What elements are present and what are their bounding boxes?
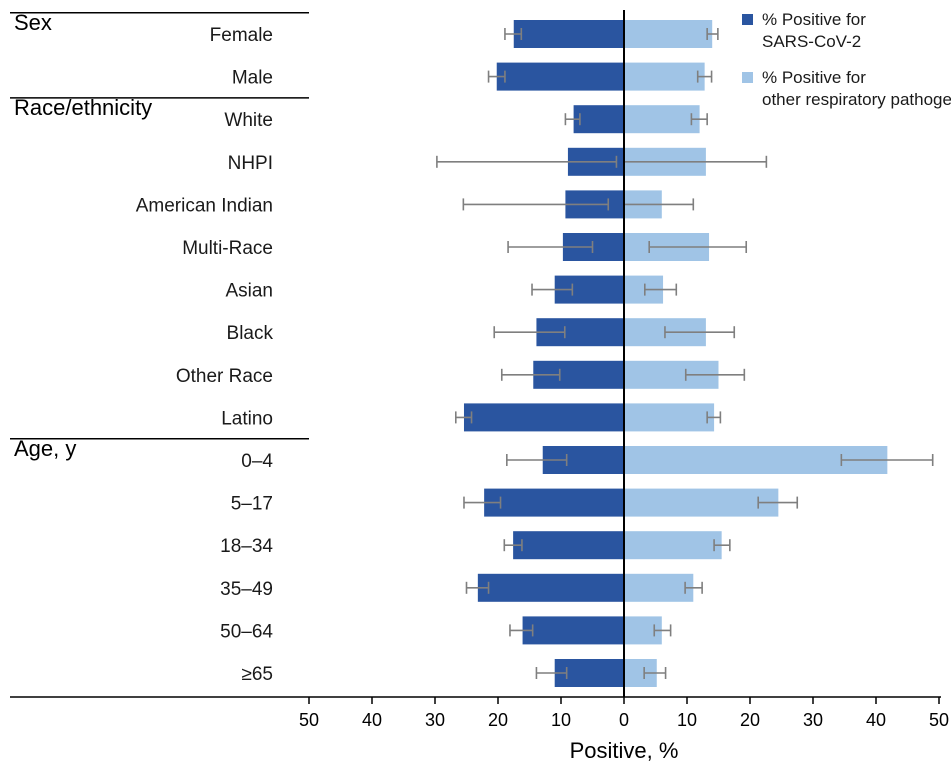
group-label-0: Sex [14,10,52,35]
x-axis-title: Positive, % [570,738,679,762]
error-bar-s0-6 [531,283,574,296]
x-tick-label-4: 10 [551,710,571,730]
x-tick-label-2: 30 [425,710,445,730]
error-bar-s1-2 [690,113,708,126]
legend: % Positive for SARS-CoV-2 % Positive for ot… [742,10,951,109]
error-bar-s0-4 [462,198,610,211]
category-label-15: ≥65 [241,664,273,685]
category-label-9: Latino [221,408,273,429]
category-label-7: Black [227,323,274,344]
error-bar-s0-5 [507,241,594,253]
legend-swatch-0 [742,14,753,25]
category-label-0: Female [210,25,273,46]
category-label-14: 50–64 [220,621,273,642]
error-bar-s0-15 [535,667,568,679]
x-tick-label-5: 0 [619,710,629,730]
bar-s1-13 [624,573,694,602]
group-label-1: Race/ethnicity [14,95,152,120]
category-label-1: Male [232,68,273,89]
error-bar-s1-5 [648,241,748,253]
error-bar-s0-9 [454,411,473,424]
error-bar-s0-7 [493,326,566,339]
group-label-2: Age, y [14,436,76,461]
category-label-4: American Indian [136,195,273,216]
legend-label-0: % Positive for SARS-CoV-2 [762,10,866,51]
error-bar-s1-9 [706,411,722,424]
error-bar-s0-13 [465,581,490,594]
bar-s1-9 [624,403,715,432]
bar-s0-11 [484,488,624,517]
category-label-11: 5–17 [231,494,273,515]
category-label-13: 35–49 [220,579,273,600]
x-tick-label-8: 30 [803,710,823,730]
bar-s1-11 [624,488,779,517]
bar-s0-12 [513,531,624,560]
category-labels: Female Male White NHPI American Indian Multi-… [136,25,274,685]
error-bar-s1-12 [713,539,731,552]
bar-s0-1 [496,62,624,91]
error-bar-s1-8 [684,368,746,381]
x-tick-label-10: 50 [929,710,949,730]
bar-s1-12 [624,531,722,560]
group-labels: Sex Race/ethnicity Age, y [14,10,152,461]
bar-s0-0 [513,20,624,48]
bar-s0-13 [477,573,624,602]
x-tick-label-9: 40 [866,710,886,730]
group-separators [10,11,309,440]
error-bar-s1-15 [643,667,667,679]
error-bar-s0-2 [564,113,581,126]
error-bars [436,28,934,679]
category-label-2: White [224,110,273,131]
error-bar-s1-1 [696,70,713,83]
x-tick-label-0: 50 [299,710,319,730]
error-bar-s0-8 [500,368,561,381]
error-bar-s1-10 [840,454,934,466]
bar-s0-14 [522,616,624,645]
x-tick-label-7: 20 [740,710,760,730]
error-bar-s1-14 [653,624,672,637]
bar-s1-2 [624,105,700,134]
category-label-5: Multi-Race [182,238,273,259]
x-tick-label-6: 10 [677,710,697,730]
category-label-6: Asian [225,281,273,302]
error-bar-s0-11 [463,496,502,509]
bar-s1-0 [624,20,713,48]
x-tick-label-1: 40 [362,710,382,730]
bar-s1-1 [624,62,705,91]
error-bar-s0-14 [509,624,534,637]
legend-label-1: % Positive for other respiratory pathogen [762,68,951,109]
bar-s0-2 [573,105,624,134]
error-bar-s1-7 [664,326,736,339]
category-label-12: 18–34 [220,536,273,557]
error-bar-s1-13 [684,581,703,594]
legend-swatch-1 [742,72,753,83]
error-bar-s0-12 [503,539,523,552]
bar-s0-9 [463,403,624,432]
bars [463,20,888,687]
error-bar-s0-10 [506,454,568,466]
error-bar-s0-0 [504,28,523,40]
category-label-10: 0–4 [241,451,273,472]
category-label-8: Other Race [176,366,273,387]
error-bar-s0-3 [436,155,618,168]
error-bar-s1-6 [643,283,678,296]
error-bar-s0-1 [487,70,506,83]
x-tick-label-3: 20 [488,710,508,730]
category-label-3: NHPI [228,153,273,174]
error-bar-s1-11 [757,496,799,509]
error-bar-s1-0 [706,28,719,40]
axes: 50 40 30 20 10 0 10 20 30 40 50 Positive, % [10,10,949,762]
